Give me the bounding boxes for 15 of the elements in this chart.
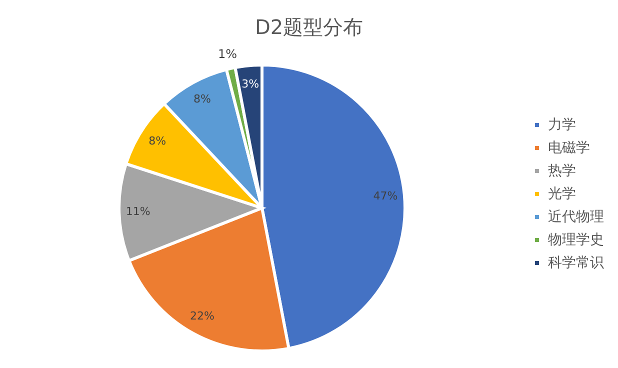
legend-label: 力学	[548, 117, 576, 133]
legend-label: 电磁学	[548, 140, 590, 156]
data-label: 22%	[190, 310, 214, 323]
data-label: 3%	[242, 78, 260, 91]
data-label: 8%	[148, 134, 166, 148]
data-label: 47%	[373, 189, 398, 202]
legend-label: 科学常识	[548, 255, 604, 271]
data-label: 8%	[194, 92, 211, 106]
legend-label: 物理学史	[548, 232, 604, 248]
legend-label: 光学	[548, 186, 576, 202]
chart-title: D2题型分布	[254, 15, 364, 39]
data-label: 11%	[126, 204, 150, 218]
data-label: 1%	[218, 46, 238, 61]
legend-label: 近代物理	[548, 209, 604, 225]
legend-label: 热学	[548, 163, 576, 179]
